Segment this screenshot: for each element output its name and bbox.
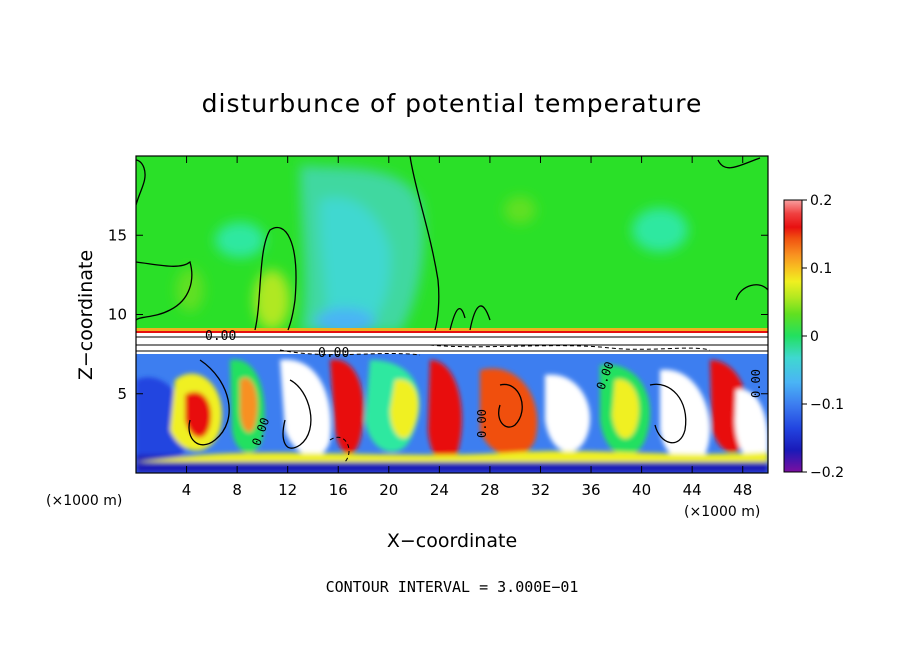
- cool-patch-2: [632, 208, 688, 252]
- warm-patch-2: [504, 196, 536, 224]
- lower-blob-15: [660, 369, 710, 463]
- lower-blob-5: [240, 377, 258, 433]
- y-ticks: 5 10 15: [108, 226, 768, 403]
- colorbar-tick-label: 0.1: [810, 261, 832, 277]
- x-tick-label: 44: [683, 481, 702, 499]
- y-tick-label: 15: [108, 226, 127, 244]
- y-tick-label: 10: [108, 306, 127, 324]
- lower-blob-6: [280, 359, 331, 457]
- x-tick-label: 4: [182, 481, 192, 499]
- x-ticks: 4 8 12 16 20 24 28 32 36 40 44 48: [182, 156, 752, 499]
- x-tick-label: 12: [278, 481, 297, 499]
- lower-blob-10: [428, 360, 462, 464]
- x-tick-label: 16: [329, 481, 348, 499]
- contour-lines-dashed: [279, 344, 711, 463]
- contour-interval-note: CONTOUR INTERVAL = 3.000E−01: [326, 578, 579, 596]
- lower-floor-warm: [136, 451, 768, 462]
- x-unit-left: (×1000 m): [46, 493, 122, 509]
- chart-title: disturbunce of potential temperature: [202, 89, 703, 118]
- lower-blob-11: [480, 368, 538, 457]
- warm-patch-1: [254, 270, 290, 330]
- contour-label: 0.00: [749, 369, 763, 398]
- warm-band-red: [136, 331, 768, 333]
- white-band: [136, 333, 768, 355]
- colorbar-tick-label: −0.2: [810, 465, 844, 481]
- x-tick-label: 48: [733, 481, 752, 499]
- warm-band: [136, 328, 768, 331]
- colorbar-tick-label: 0.2: [810, 193, 832, 209]
- lower-blob-9: [390, 379, 419, 439]
- y-tick-label: 5: [117, 385, 127, 403]
- x-tick-label: 36: [581, 481, 600, 499]
- y-axis-label: Z−coordinate: [75, 250, 97, 380]
- lower-blob-14: [612, 379, 639, 439]
- colorbar-ticks: 0.2 0.1 0 −0.1 −0.2: [802, 193, 844, 481]
- contour-lines: [136, 156, 768, 449]
- cool-core: [319, 197, 391, 332]
- lower-blob-12: [545, 374, 591, 452]
- warm-patch-3: [176, 268, 204, 312]
- colorbar: 0.2 0.1 0 −0.1 −0.2: [783, 193, 844, 481]
- x-axis-label: X−coordinate: [387, 530, 517, 552]
- x-tick-label: 28: [480, 481, 499, 499]
- x-unit-right: (×1000 m): [684, 504, 760, 520]
- contour-label: 0.00: [475, 409, 489, 438]
- lower-blob-17: [735, 389, 768, 470]
- lower-layer: [136, 354, 768, 473]
- lower-blob-3: [185, 391, 211, 438]
- heatmap-field: 0.00 0.00 0.00 0.00 0.00 0.00: [136, 156, 768, 473]
- x-tick-label: 8: [232, 481, 242, 499]
- contour-label: 0.00: [318, 346, 349, 361]
- x-tick-label: 32: [531, 481, 550, 499]
- cool-patch-1: [215, 222, 265, 258]
- contour-label: 0.00: [205, 329, 236, 344]
- colorbar-gradient: [783, 199, 803, 473]
- x-tick-label: 24: [430, 481, 449, 499]
- colorbar-tick-label: 0: [810, 329, 819, 345]
- x-tick-label: 40: [632, 481, 651, 499]
- lower-blob-7: [330, 359, 364, 454]
- colorbar-tick-label: −0.1: [810, 397, 844, 413]
- x-tick-label: 20: [379, 481, 398, 499]
